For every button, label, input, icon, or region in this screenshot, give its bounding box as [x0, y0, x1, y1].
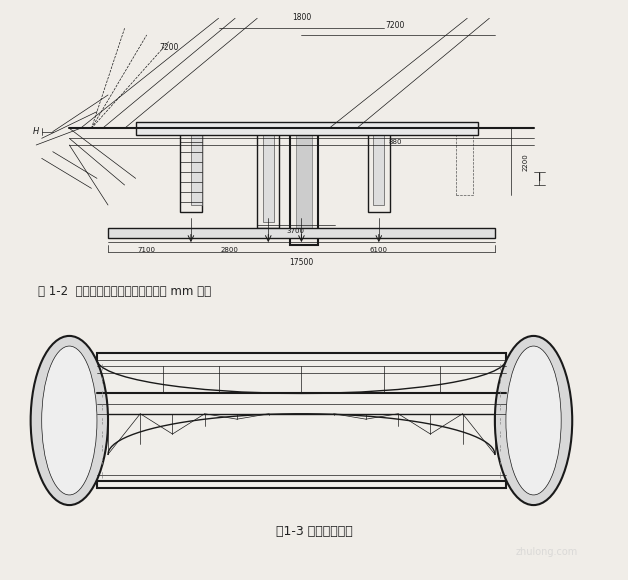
- Ellipse shape: [506, 346, 561, 495]
- Ellipse shape: [41, 346, 97, 495]
- Text: 7200: 7200: [386, 21, 405, 30]
- Text: H: H: [33, 127, 40, 136]
- Text: 2800: 2800: [220, 246, 239, 253]
- Bar: [290, 128, 318, 245]
- Text: zhulong.com: zhulong.com: [516, 547, 578, 557]
- Bar: [108, 229, 495, 238]
- Bar: [456, 128, 473, 195]
- Text: 7100: 7100: [138, 246, 156, 253]
- Bar: [180, 128, 202, 212]
- Bar: [373, 135, 384, 205]
- Bar: [257, 128, 279, 229]
- Bar: [263, 135, 274, 222]
- Text: 2200: 2200: [522, 153, 529, 171]
- Bar: [97, 353, 506, 488]
- Ellipse shape: [495, 336, 572, 505]
- Text: 图1-3 挂篮正立面图: 图1-3 挂篮正立面图: [276, 525, 352, 538]
- Text: 1800: 1800: [292, 13, 311, 21]
- Text: I: I: [538, 173, 541, 183]
- Text: 3700: 3700: [287, 229, 305, 234]
- Bar: [368, 128, 390, 212]
- Text: 6100: 6100: [370, 246, 388, 253]
- Bar: [191, 135, 202, 205]
- Bar: [136, 122, 479, 135]
- Text: 7200: 7200: [159, 42, 178, 52]
- Text: 880: 880: [389, 139, 402, 144]
- Bar: [296, 135, 313, 238]
- Text: 17500: 17500: [290, 259, 313, 267]
- Text: 图 1-2  挂篮侧视结构图（本图尺寸以 mm 计）: 图 1-2 挂篮侧视结构图（本图尺寸以 mm 计）: [38, 285, 211, 298]
- Ellipse shape: [31, 336, 108, 505]
